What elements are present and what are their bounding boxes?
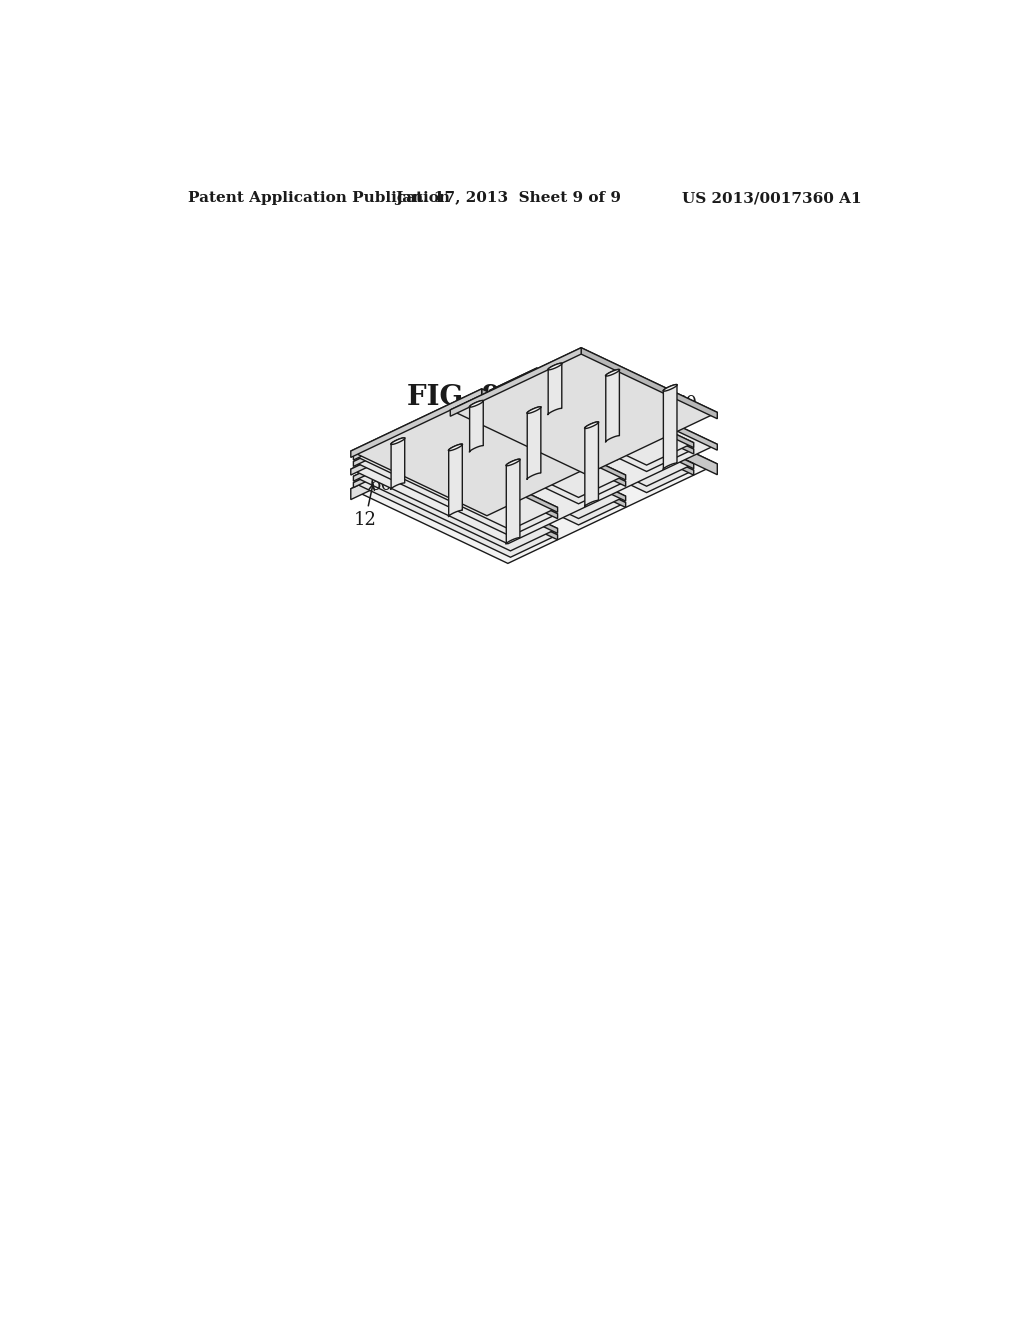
Polygon shape — [585, 422, 599, 429]
Polygon shape — [422, 421, 626, 519]
Polygon shape — [353, 461, 558, 557]
Polygon shape — [481, 389, 617, 459]
Polygon shape — [560, 389, 717, 475]
Polygon shape — [391, 438, 404, 445]
Text: Jan. 17, 2013  Sheet 9 of 9: Jan. 17, 2013 Sheet 9 of 9 — [395, 191, 621, 206]
Polygon shape — [537, 368, 693, 447]
Polygon shape — [489, 389, 537, 417]
Polygon shape — [527, 407, 541, 479]
Text: FIG. 9: FIG. 9 — [408, 384, 501, 411]
Polygon shape — [451, 347, 582, 416]
Polygon shape — [353, 440, 558, 536]
Polygon shape — [469, 400, 483, 453]
Polygon shape — [400, 454, 558, 533]
Polygon shape — [560, 370, 717, 450]
Text: US 2013/0017360 A1: US 2013/0017360 A1 — [682, 191, 862, 206]
Polygon shape — [537, 389, 693, 469]
Polygon shape — [582, 347, 717, 418]
Polygon shape — [506, 459, 520, 466]
Polygon shape — [469, 400, 483, 407]
Polygon shape — [422, 400, 469, 428]
Polygon shape — [469, 428, 626, 507]
Polygon shape — [489, 368, 537, 396]
Polygon shape — [351, 389, 481, 458]
Polygon shape — [353, 433, 558, 529]
Polygon shape — [449, 444, 462, 517]
Polygon shape — [548, 363, 562, 414]
Text: 60: 60 — [675, 395, 698, 413]
Polygon shape — [469, 400, 626, 480]
Polygon shape — [422, 400, 626, 498]
Polygon shape — [664, 384, 677, 391]
Polygon shape — [422, 407, 626, 504]
Polygon shape — [351, 370, 560, 475]
Polygon shape — [353, 461, 400, 487]
Polygon shape — [527, 407, 541, 413]
Text: 12: 12 — [354, 511, 377, 529]
Polygon shape — [489, 396, 693, 492]
Polygon shape — [391, 438, 404, 490]
Polygon shape — [351, 389, 717, 564]
Polygon shape — [506, 459, 520, 544]
Polygon shape — [469, 421, 626, 502]
Polygon shape — [422, 428, 626, 525]
Polygon shape — [422, 428, 469, 455]
Text: 60: 60 — [371, 477, 393, 495]
Polygon shape — [422, 421, 469, 449]
Polygon shape — [353, 454, 558, 550]
Polygon shape — [489, 375, 537, 401]
Polygon shape — [664, 384, 677, 470]
Polygon shape — [449, 444, 463, 450]
Polygon shape — [400, 433, 558, 512]
Polygon shape — [353, 454, 400, 482]
Polygon shape — [351, 389, 560, 499]
Text: 10: 10 — [557, 441, 581, 459]
Polygon shape — [451, 347, 717, 475]
Polygon shape — [353, 440, 400, 466]
Polygon shape — [400, 461, 558, 540]
Polygon shape — [489, 396, 537, 422]
Polygon shape — [585, 422, 598, 507]
Polygon shape — [469, 407, 626, 486]
Polygon shape — [422, 407, 469, 434]
Polygon shape — [537, 396, 693, 475]
Polygon shape — [489, 389, 693, 486]
Polygon shape — [353, 433, 400, 461]
Polygon shape — [605, 370, 620, 442]
Polygon shape — [400, 440, 558, 519]
Polygon shape — [537, 375, 693, 454]
Polygon shape — [489, 368, 693, 465]
Polygon shape — [351, 370, 717, 544]
Polygon shape — [548, 363, 562, 370]
Polygon shape — [605, 370, 620, 376]
Polygon shape — [351, 389, 617, 516]
Text: Patent Application Publication: Patent Application Publication — [188, 191, 451, 206]
Polygon shape — [489, 375, 693, 471]
